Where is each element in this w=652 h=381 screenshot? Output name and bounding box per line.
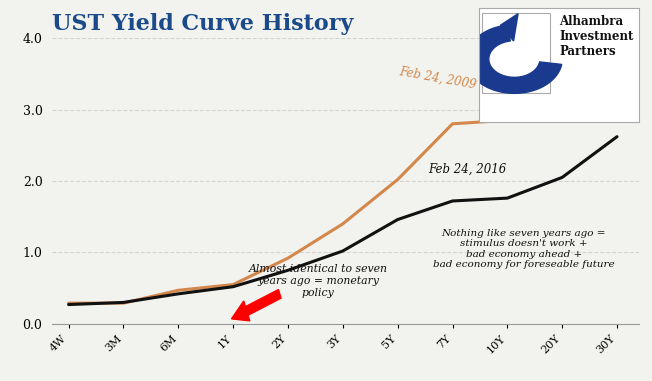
Polygon shape xyxy=(466,25,561,93)
FancyArrow shape xyxy=(231,290,281,321)
Text: Feb 24, 2009: Feb 24, 2009 xyxy=(398,65,477,91)
Text: Almost identical to seven
years ago = monetary
policy: Almost identical to seven years ago = mo… xyxy=(248,264,388,298)
Text: UST Yield Curve History: UST Yield Curve History xyxy=(52,13,353,35)
Text: Nothing like seven years ago =
stimulus doesn't work +
bad economy ahead +
bad e: Nothing like seven years ago = stimulus … xyxy=(433,229,615,269)
Text: Alhambra
Investment
Partners: Alhambra Investment Partners xyxy=(559,15,634,58)
Text: Feb 24, 2016: Feb 24, 2016 xyxy=(428,162,506,175)
FancyBboxPatch shape xyxy=(482,13,550,93)
Polygon shape xyxy=(501,14,518,41)
